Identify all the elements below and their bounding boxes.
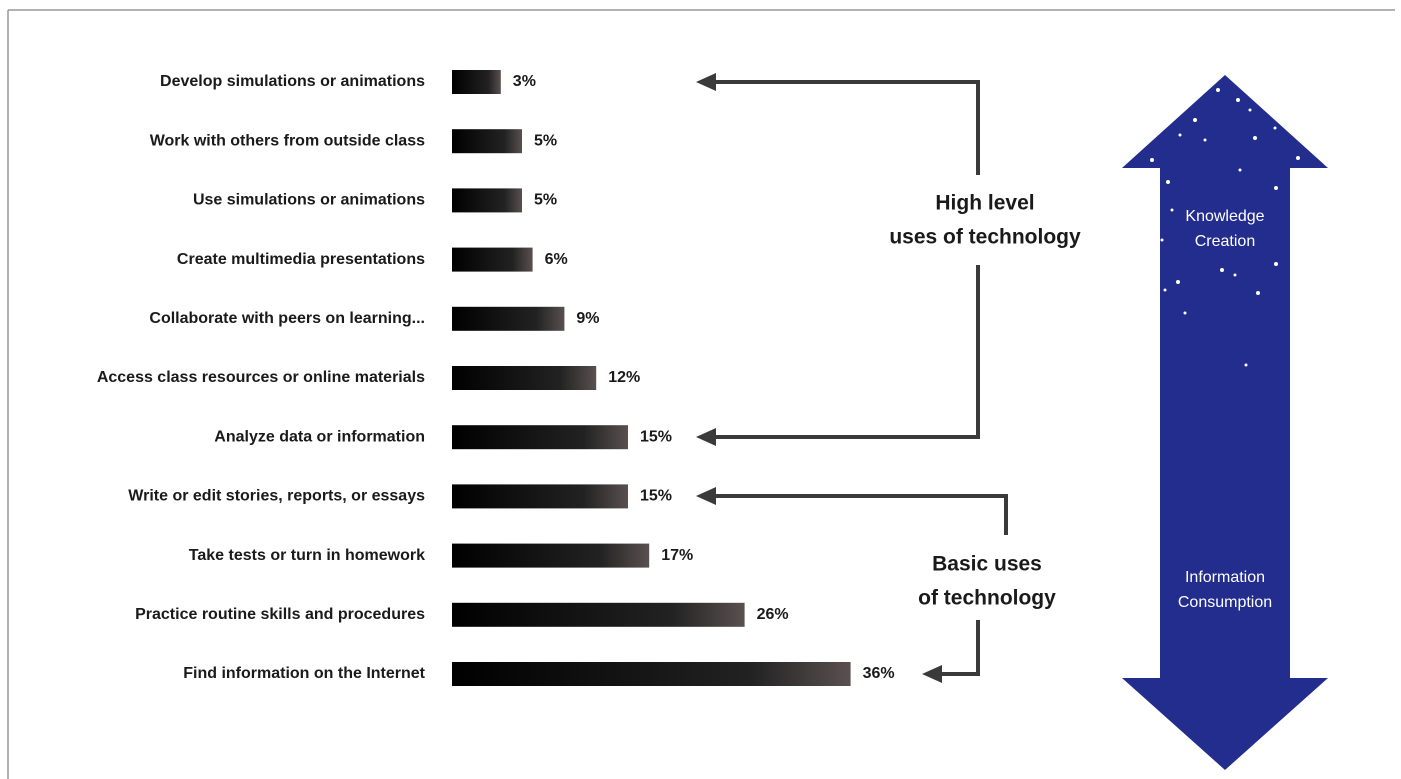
bar — [452, 484, 628, 509]
value-label: 12% — [608, 369, 640, 386]
value-label: 5% — [534, 192, 557, 209]
category-label: Take tests or turn in homework — [189, 547, 425, 564]
arrow-label: Consumption — [1178, 594, 1272, 611]
brackets — [710, 80, 1008, 676]
stars — [1150, 88, 1300, 367]
value-label: 17% — [661, 547, 693, 564]
bar — [452, 129, 522, 154]
bar — [452, 366, 597, 390]
value-label: 15% — [640, 428, 672, 445]
category-label: Develop simulations or animations — [160, 73, 425, 90]
value-label: 26% — [757, 606, 789, 623]
value-label: 9% — [576, 310, 599, 327]
category-label: Practice routine skills and procedures — [135, 606, 425, 623]
annotation: of technology — [918, 587, 1056, 610]
category-label: Collaborate with peers on learning... — [149, 310, 425, 327]
value-label: 36% — [863, 665, 895, 682]
bar — [452, 70, 501, 94]
arrowheads — [696, 73, 942, 683]
bar — [452, 662, 851, 686]
bar — [452, 247, 533, 272]
value-label: 5% — [534, 132, 557, 149]
annotation: uses of technology — [889, 226, 1081, 249]
bar — [452, 425, 628, 450]
arrow-label: Creation — [1195, 233, 1255, 250]
bar — [452, 543, 650, 568]
category-label: Find information on the Internet — [183, 665, 425, 682]
arrow-label: Information — [1185, 569, 1265, 586]
category-label: Write or edit stories, reports, or essay… — [128, 488, 425, 505]
annotation: Basic uses — [932, 553, 1042, 576]
annotation: High level — [935, 192, 1034, 215]
value-label: 15% — [640, 488, 672, 505]
category-label: Use simulations or animations — [193, 192, 425, 209]
value-label: 3% — [513, 73, 536, 90]
bar — [452, 306, 565, 331]
arrow-label: Knowledge — [1185, 208, 1264, 225]
bar — [452, 188, 522, 213]
category-label: Analyze data or information — [214, 428, 425, 445]
category-label: Access class resources or online materia… — [97, 369, 425, 386]
category-label: Create multimedia presentations — [177, 251, 425, 268]
scale-arrow — [1122, 75, 1328, 770]
value-label: 6% — [545, 251, 568, 268]
bar — [452, 602, 745, 627]
category-label: Work with others from outside class — [150, 132, 425, 149]
